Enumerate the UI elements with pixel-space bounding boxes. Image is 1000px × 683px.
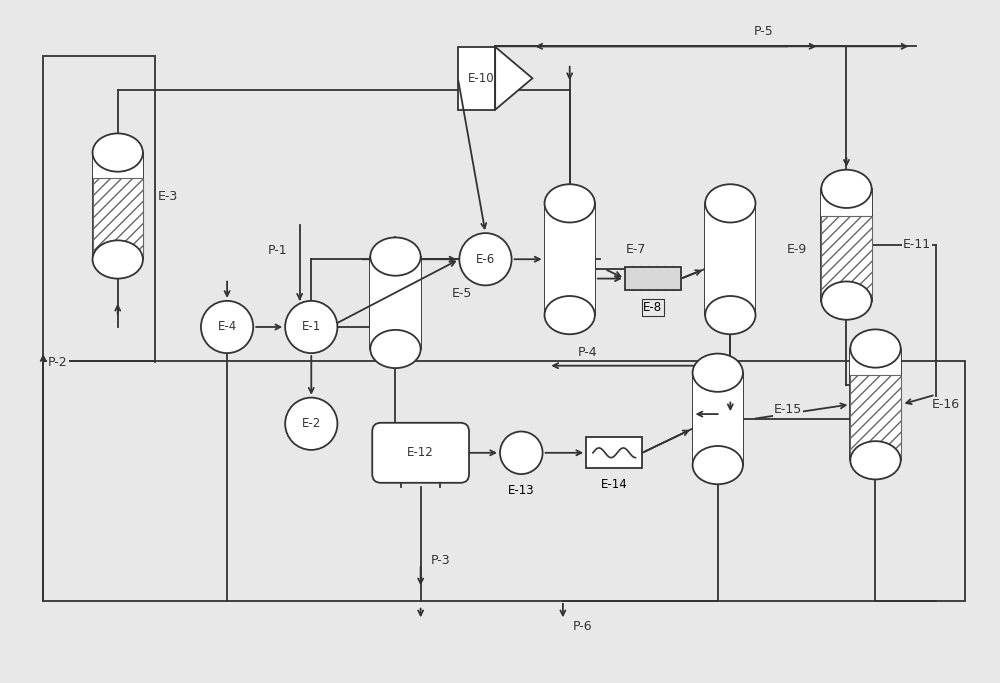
Ellipse shape: [693, 354, 743, 392]
Text: E-8: E-8: [643, 301, 662, 314]
Bar: [43, 361, 965, 601]
Bar: [850, 348, 901, 460]
Text: E-10: E-10: [468, 72, 495, 85]
Bar: [458, 47, 495, 110]
Ellipse shape: [693, 446, 743, 484]
Text: E-6: E-6: [476, 253, 495, 266]
Text: E-14: E-14: [601, 478, 628, 491]
Ellipse shape: [370, 238, 421, 276]
Bar: [93, 178, 143, 255]
Ellipse shape: [545, 184, 595, 223]
Ellipse shape: [850, 329, 901, 367]
Bar: [850, 376, 901, 456]
Ellipse shape: [821, 169, 872, 208]
Ellipse shape: [705, 296, 755, 334]
Ellipse shape: [370, 330, 421, 368]
Text: P-3: P-3: [430, 554, 450, 567]
Bar: [821, 189, 872, 301]
Text: P-5: P-5: [754, 25, 773, 38]
Text: E-16: E-16: [932, 398, 960, 411]
Ellipse shape: [93, 133, 143, 171]
Circle shape: [285, 301, 337, 353]
FancyBboxPatch shape: [372, 423, 469, 483]
Bar: [821, 216, 872, 296]
Circle shape: [459, 233, 512, 285]
Polygon shape: [495, 47, 532, 110]
Ellipse shape: [93, 240, 143, 279]
Text: E-11: E-11: [903, 238, 931, 251]
Text: P-4: P-4: [577, 346, 597, 359]
Text: P-6: P-6: [573, 620, 592, 633]
Bar: [625, 267, 681, 290]
Text: E-13: E-13: [508, 484, 535, 497]
Text: E-5: E-5: [452, 287, 472, 300]
Bar: [545, 204, 595, 315]
Text: P-2: P-2: [48, 356, 68, 369]
Text: E-4: E-4: [217, 320, 237, 333]
Ellipse shape: [705, 184, 755, 223]
Text: E-7: E-7: [626, 243, 646, 256]
Circle shape: [500, 432, 543, 474]
Circle shape: [285, 398, 337, 450]
Text: P-5: P-5: [754, 25, 773, 38]
Text: E-12: E-12: [407, 446, 434, 459]
Ellipse shape: [850, 441, 901, 479]
Text: E-3: E-3: [157, 190, 178, 203]
Bar: [93, 152, 143, 260]
Bar: [586, 437, 642, 469]
Text: E-15: E-15: [774, 403, 802, 416]
Text: E-1: E-1: [302, 320, 321, 333]
Ellipse shape: [545, 296, 595, 334]
Ellipse shape: [821, 281, 872, 320]
Bar: [370, 257, 421, 349]
Text: P-1: P-1: [268, 245, 287, 257]
Bar: [705, 204, 755, 315]
Bar: [693, 373, 743, 465]
Circle shape: [201, 301, 253, 353]
Text: E-2: E-2: [302, 417, 321, 430]
Bar: [43, 56, 155, 361]
Text: E-9: E-9: [786, 243, 807, 256]
